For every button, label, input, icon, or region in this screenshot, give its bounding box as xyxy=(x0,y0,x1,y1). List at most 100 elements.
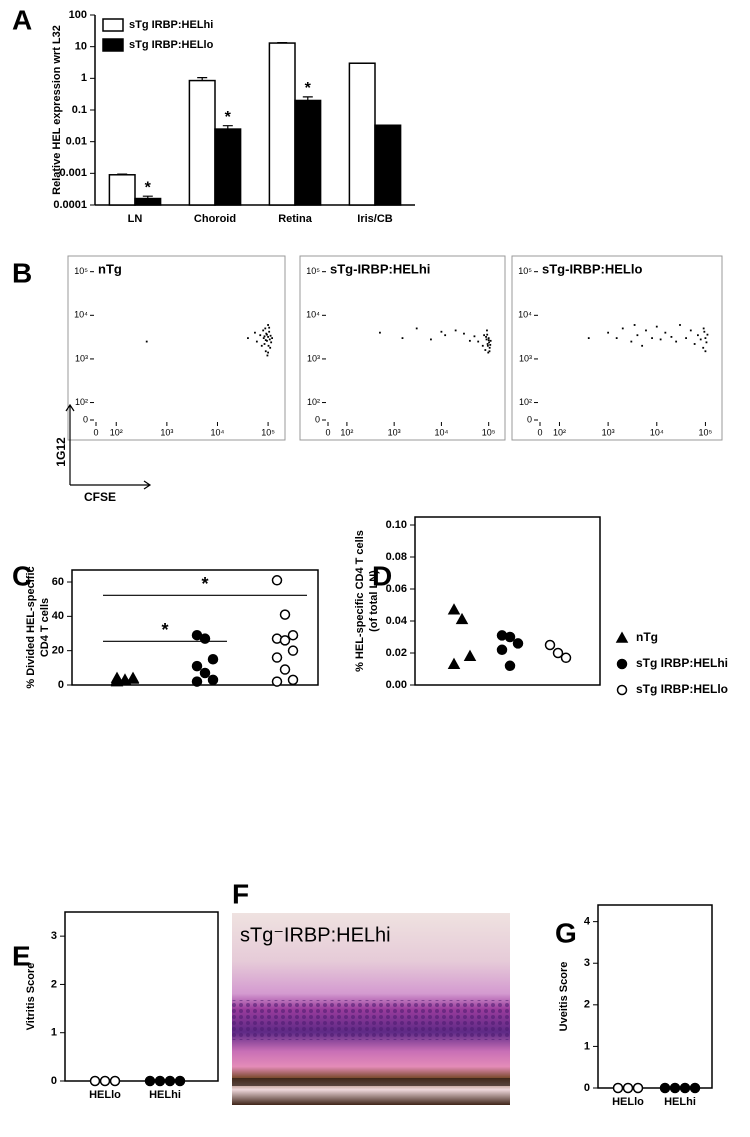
y-tick-label: 100 xyxy=(69,9,87,21)
y-tick-label: 1 xyxy=(584,1040,590,1052)
point xyxy=(415,327,418,330)
y-tick-label: 0 xyxy=(51,1075,57,1087)
y-tick-label: 0 xyxy=(315,414,320,424)
point xyxy=(484,349,487,351)
point xyxy=(440,330,443,333)
x-tick-label: 10³ xyxy=(388,427,401,437)
point xyxy=(485,338,488,341)
point xyxy=(702,327,705,330)
bar xyxy=(294,99,322,206)
x-tick-label: 0 xyxy=(537,427,542,437)
point xyxy=(126,672,140,684)
y-tick-label: 0 xyxy=(83,414,88,424)
point xyxy=(630,340,633,343)
point xyxy=(264,339,267,342)
x-tick-label: Retina xyxy=(278,213,313,225)
point xyxy=(504,660,516,672)
y-axis-label: % HEL-specific CD4 T cells xyxy=(354,530,366,672)
significance-star: * xyxy=(145,179,152,196)
point xyxy=(655,325,658,328)
point xyxy=(269,334,272,337)
point xyxy=(696,334,699,337)
point xyxy=(263,343,266,345)
plot-frame xyxy=(299,255,506,441)
point xyxy=(651,337,653,340)
y-tick-label: 2 xyxy=(51,978,57,990)
y-tick-label: 10² xyxy=(75,397,88,407)
x-tick-label: 10⁵ xyxy=(482,427,496,437)
point xyxy=(455,612,469,625)
point xyxy=(612,1082,624,1094)
y-tick-label: 0.01 xyxy=(66,136,87,148)
point xyxy=(487,351,490,354)
panel-letter: D xyxy=(372,560,392,591)
point xyxy=(468,339,471,342)
point xyxy=(706,333,709,336)
point xyxy=(174,1075,186,1087)
point xyxy=(487,339,490,342)
point xyxy=(481,344,484,347)
point xyxy=(263,335,266,338)
point xyxy=(268,338,271,341)
panel-letter: A xyxy=(12,4,32,35)
point xyxy=(675,340,678,343)
point xyxy=(444,334,447,337)
y-tick-label: 10² xyxy=(307,397,320,407)
point xyxy=(259,334,262,337)
plot-title: nTg xyxy=(98,261,122,276)
point xyxy=(485,335,487,338)
point xyxy=(164,1075,176,1087)
y-axis-label: Uveitis Score xyxy=(558,962,570,1032)
x-tick-label: 10⁵ xyxy=(699,427,713,437)
y-tick-label: 0 xyxy=(58,679,64,691)
legend-marker xyxy=(615,631,629,643)
point xyxy=(486,343,489,345)
point xyxy=(89,1075,101,1087)
y-tick-label: 0 xyxy=(584,1082,590,1094)
point xyxy=(463,332,465,335)
point xyxy=(287,645,299,656)
point xyxy=(705,341,708,344)
point xyxy=(144,1075,156,1087)
point xyxy=(486,333,489,336)
point xyxy=(486,329,488,332)
point xyxy=(268,330,271,333)
point xyxy=(109,1075,121,1087)
y-axis-label: 1G12 xyxy=(54,437,68,467)
x-tick-label: 10² xyxy=(110,427,123,437)
point xyxy=(607,331,610,334)
x-tick-label: 0 xyxy=(325,427,330,437)
bar xyxy=(214,128,242,206)
point xyxy=(99,1075,111,1087)
point xyxy=(264,350,267,353)
x-tick-label: 10⁴ xyxy=(434,427,448,437)
point xyxy=(269,346,272,349)
point xyxy=(689,1082,701,1094)
error-bar xyxy=(142,195,153,199)
point xyxy=(254,331,256,334)
error-bar xyxy=(197,77,208,81)
point xyxy=(622,1082,634,1094)
legend-marker xyxy=(616,684,628,696)
point xyxy=(679,1082,691,1094)
x-tick-label: HELhi xyxy=(664,1096,696,1108)
y-tick-label: 0.00 xyxy=(386,679,407,691)
point xyxy=(483,334,485,337)
point xyxy=(270,341,273,344)
y-tick-label: 0 xyxy=(527,414,532,424)
y-tick-label: 10⁴ xyxy=(74,310,88,320)
point xyxy=(266,354,269,357)
point xyxy=(615,337,618,340)
point xyxy=(587,337,590,340)
y-tick-label: 3 xyxy=(51,930,57,942)
point xyxy=(659,1082,671,1094)
point xyxy=(487,337,490,340)
plot-frame xyxy=(511,255,723,441)
plot-title: sTg-IRBP:HELlo xyxy=(542,261,642,276)
y-axis-label: Relative HEL expression wrt L32 xyxy=(51,25,63,195)
point xyxy=(703,330,706,333)
y-tick-label: 10² xyxy=(519,397,532,407)
point xyxy=(664,331,667,334)
point xyxy=(621,327,624,330)
legend-label: sTg IRBP:HELlo xyxy=(636,682,728,696)
